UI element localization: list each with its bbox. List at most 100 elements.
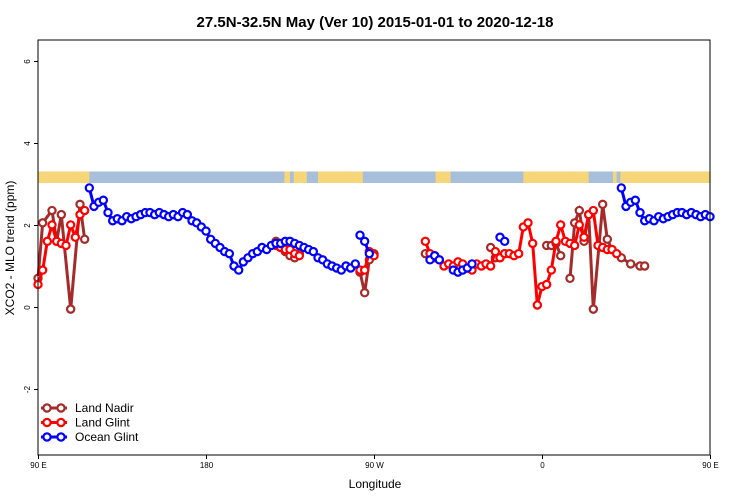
legend-label: Land Nadir (75, 401, 134, 415)
data-point (70, 232, 81, 242)
data-point (513, 248, 524, 259)
data-point (630, 195, 641, 205)
x-axis-label: Longitude (349, 477, 402, 491)
data-point (84, 183, 95, 193)
data-point (224, 248, 235, 259)
legend-item: Ocean Glint (41, 430, 139, 444)
data-point (565, 273, 575, 284)
land-band (284, 171, 290, 183)
data-point (364, 248, 375, 259)
data-point (555, 251, 566, 261)
data-point (79, 234, 90, 244)
legend-swatch-point (56, 403, 66, 413)
data-point (490, 246, 501, 257)
data-point (635, 207, 645, 218)
data-point (47, 220, 57, 230)
legend-swatch-point (42, 403, 52, 413)
data-point (65, 220, 76, 230)
legend-label: Ocean Glint (75, 430, 139, 444)
series-line (568, 204, 645, 310)
data-point (574, 220, 585, 230)
x-tick-label: 90 E (30, 461, 46, 470)
data-point (61, 240, 71, 251)
land-band (435, 171, 451, 183)
data-point (541, 279, 552, 290)
y-axis-label: XCO2 - MLO trend (ppm) (3, 181, 17, 316)
data-point (359, 265, 370, 275)
data-point (588, 304, 599, 314)
data-point (579, 232, 589, 242)
legend-swatch-point (42, 432, 52, 442)
ocean-band (38, 171, 710, 183)
data-point (56, 209, 67, 220)
x-tick-label: 0 (540, 461, 545, 470)
x-axis: 90 E 180 90 W 0 90 E (30, 455, 719, 470)
legend-label: Land Glint (75, 416, 130, 430)
data-point (294, 251, 305, 261)
data-point (611, 248, 622, 259)
data-point (201, 226, 211, 236)
y-tick-label: 2 (23, 223, 32, 228)
y-tick-label: 4 (23, 141, 32, 146)
legend-swatch-point (56, 432, 66, 442)
data-point (37, 218, 48, 228)
data-point (47, 205, 57, 216)
x-tick-label: 180 (200, 461, 214, 470)
data-point (499, 236, 510, 247)
data-point (350, 259, 361, 269)
data-point (574, 205, 585, 216)
data-point (569, 240, 580, 251)
data-point (597, 199, 608, 210)
data-point (546, 265, 557, 275)
data-point (37, 265, 48, 275)
data-point (588, 205, 599, 216)
data-point (551, 236, 561, 247)
data-point (523, 218, 533, 228)
land-band (612, 171, 617, 183)
land-ocean-strip (38, 171, 710, 183)
y-axis: -2 0 2 4 6 (23, 59, 38, 393)
series-land-glint (33, 205, 622, 310)
data-point (639, 261, 650, 271)
legend-swatch-point (42, 417, 52, 428)
data-point (359, 287, 370, 298)
data-point (355, 230, 365, 240)
data-point (182, 209, 193, 220)
data-point (233, 265, 244, 275)
x-tick-label: 90 E (702, 461, 718, 470)
land-band (523, 171, 589, 183)
data-point (359, 236, 370, 247)
land-band (620, 171, 710, 183)
y-tick-label: 6 (23, 59, 32, 64)
legend-item: Land Nadir (41, 401, 134, 415)
legend-item: Land Glint (41, 416, 130, 430)
y-tick-label: 0 (23, 305, 32, 310)
data-point (75, 199, 85, 210)
data-point (527, 238, 538, 249)
data-point (625, 259, 636, 269)
land-band (318, 171, 363, 183)
series-ocean-glint (84, 183, 715, 277)
data-point (420, 236, 431, 247)
legend-swatch-point (56, 417, 66, 428)
data-point (467, 259, 477, 269)
data-point (103, 207, 113, 218)
data-point (79, 205, 90, 216)
data-point (434, 255, 445, 265)
data-point (308, 246, 319, 257)
data-point (65, 304, 76, 314)
data-point (485, 261, 496, 271)
series-layer (33, 183, 715, 314)
data-point (532, 300, 543, 310)
data-point (616, 183, 627, 193)
chart-title: 27.5N-32.5N May (Ver 10) 2015-01-01 to 2… (197, 14, 554, 31)
land-band (293, 171, 307, 183)
data-point (98, 195, 109, 205)
data-point (602, 234, 613, 244)
x-tick-label: 90 W (365, 461, 384, 470)
data-point (42, 236, 53, 247)
land-band (38, 171, 90, 183)
data-point (555, 220, 566, 230)
